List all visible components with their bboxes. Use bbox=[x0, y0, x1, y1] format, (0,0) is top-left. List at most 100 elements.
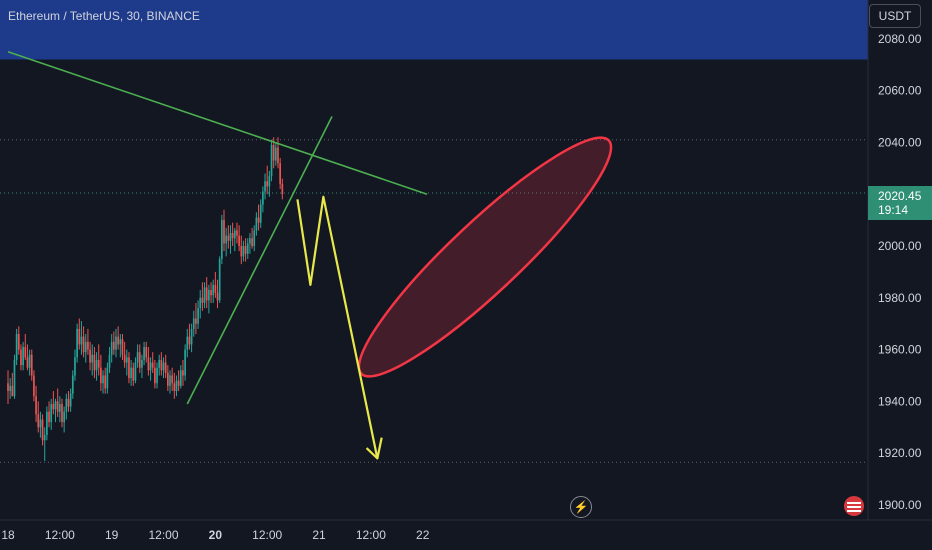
candle bbox=[89, 349, 91, 363]
candle bbox=[41, 419, 44, 441]
candle bbox=[175, 380, 178, 392]
candle bbox=[76, 328, 78, 358]
candle bbox=[270, 144, 273, 177]
candle bbox=[205, 287, 208, 301]
candle bbox=[106, 367, 109, 389]
candle bbox=[132, 367, 135, 381]
x-tick-label: 12:00 bbox=[149, 528, 179, 542]
candle bbox=[251, 238, 253, 246]
projection-path bbox=[296, 195, 383, 460]
candle bbox=[266, 181, 269, 187]
candle bbox=[279, 163, 282, 184]
candle bbox=[35, 396, 37, 415]
candle bbox=[61, 403, 63, 423]
candle bbox=[56, 401, 59, 412]
candle bbox=[264, 181, 266, 192]
candle bbox=[184, 349, 186, 376]
candle bbox=[210, 290, 212, 296]
candle bbox=[30, 354, 33, 376]
candle bbox=[212, 284, 215, 296]
candle bbox=[136, 352, 139, 363]
candle bbox=[253, 230, 256, 246]
candle bbox=[162, 362, 165, 371]
candle bbox=[28, 354, 31, 368]
candle bbox=[17, 334, 20, 350]
candle bbox=[115, 336, 117, 350]
candle bbox=[123, 354, 126, 363]
candle bbox=[24, 347, 27, 358]
candle bbox=[179, 370, 182, 386]
x-tick-label: 12:00 bbox=[252, 528, 282, 542]
candle bbox=[231, 233, 234, 239]
candle bbox=[100, 367, 102, 384]
candle bbox=[229, 233, 232, 241]
candle bbox=[238, 235, 240, 246]
candle bbox=[201, 297, 204, 303]
candle bbox=[177, 380, 180, 386]
candle bbox=[93, 354, 96, 371]
currency-button[interactable]: USDT bbox=[869, 4, 921, 28]
candle bbox=[220, 220, 223, 259]
candle bbox=[246, 243, 249, 254]
candle bbox=[112, 341, 115, 350]
candle bbox=[119, 339, 122, 345]
price-axis-panel bbox=[868, 0, 932, 550]
candle bbox=[268, 176, 271, 187]
channel-ellipse bbox=[357, 136, 613, 378]
candle bbox=[192, 318, 195, 329]
candle bbox=[50, 403, 53, 423]
projection-arrowhead bbox=[365, 447, 379, 460]
candle bbox=[277, 147, 279, 164]
y-tick-label: 2060.00 bbox=[878, 84, 922, 98]
candle bbox=[182, 370, 184, 376]
candle bbox=[188, 336, 191, 345]
bar-countdown: 19:14 bbox=[878, 203, 909, 217]
candle bbox=[208, 290, 210, 301]
candle bbox=[274, 147, 277, 161]
candle bbox=[102, 375, 104, 384]
candle bbox=[128, 357, 130, 379]
candle bbox=[203, 287, 206, 303]
candle bbox=[69, 393, 72, 407]
lightning-icon[interactable]: ⚡ bbox=[570, 496, 592, 518]
candle bbox=[104, 375, 107, 389]
candle bbox=[223, 220, 225, 244]
candle bbox=[186, 336, 189, 350]
candle bbox=[225, 235, 228, 244]
candle bbox=[67, 398, 70, 407]
candle bbox=[48, 411, 50, 423]
candle bbox=[281, 183, 284, 195]
ascending-channel-line bbox=[186, 116, 333, 405]
candle bbox=[199, 297, 202, 309]
candle bbox=[54, 401, 57, 410]
candle bbox=[171, 375, 174, 384]
candle bbox=[214, 284, 217, 293]
candle bbox=[160, 359, 163, 371]
candle bbox=[121, 339, 124, 355]
candle bbox=[97, 359, 100, 368]
candle bbox=[82, 336, 85, 353]
candle bbox=[262, 191, 264, 205]
candle bbox=[13, 359, 16, 397]
candle bbox=[259, 204, 262, 223]
candle bbox=[20, 349, 22, 366]
candle bbox=[257, 217, 260, 223]
candle bbox=[108, 354, 111, 368]
candle bbox=[138, 352, 141, 368]
candle bbox=[58, 403, 61, 412]
candle bbox=[11, 385, 14, 397]
candle bbox=[236, 230, 238, 236]
x-tick-label: 22 bbox=[416, 528, 430, 542]
candle bbox=[78, 328, 81, 345]
candle bbox=[233, 230, 236, 239]
candle bbox=[169, 375, 171, 386]
candle bbox=[22, 347, 24, 366]
candles-group bbox=[7, 137, 284, 461]
candle bbox=[80, 336, 83, 345]
us-flag-icon[interactable] bbox=[844, 496, 864, 516]
candle bbox=[145, 347, 148, 358]
candle bbox=[158, 359, 161, 368]
symbol-title: Ethereum / TetherUS, 30, BINANCE bbox=[8, 9, 200, 23]
